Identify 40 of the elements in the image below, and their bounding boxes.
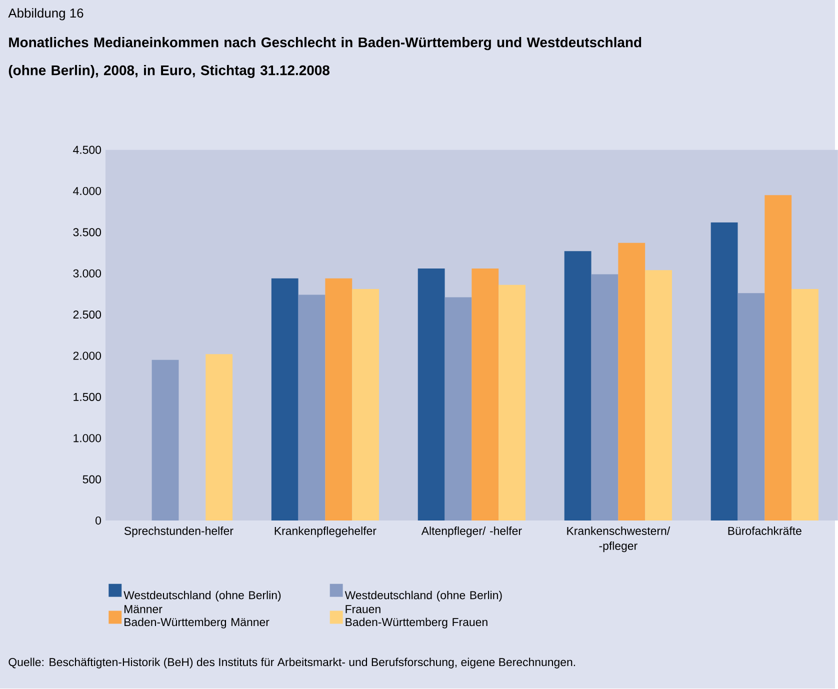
legend-label: Baden-Württemberg Frauen <box>346 618 488 629</box>
x-tick-label: Krankenpflegehelfer <box>274 526 376 538</box>
legend-label: Westdeutschland (ohne Berlin) Frauen <box>344 591 502 614</box>
bar <box>444 297 472 521</box>
bar <box>591 274 618 521</box>
bar <box>271 278 298 521</box>
bar <box>325 278 352 521</box>
bar <box>152 360 179 521</box>
source-note: Quelle: Beschäftigten-Historik (BeH) des Instituts für Arbeitsmarkt- und Berufsforschung, eigene Berechnungen. <box>8 658 576 669</box>
bar <box>498 285 526 521</box>
bar <box>564 251 592 521</box>
y-tick-label: 500 <box>82 475 102 484</box>
x-tick-label: Bürofachkräfte <box>728 526 802 536</box>
bar <box>618 243 646 521</box>
bar <box>298 295 326 521</box>
bar <box>645 270 672 521</box>
bar <box>738 293 765 521</box>
bar <box>792 289 818 521</box>
chart-title: Monatliches Medianeinkommen nach Geschlecht in Baden-Württemberg und Westdeutschland (ohne Berlin), 2008, in Euro, Stichtag 31.12.2008 <box>8 37 642 78</box>
bar <box>206 354 233 521</box>
bar <box>764 195 792 521</box>
legend-label: Westdeutschland (ohne Berlin) Männer <box>124 591 281 614</box>
x-tick-label: Altenpfleger/ -helfer <box>421 526 522 538</box>
y-tick-label: 1.000 <box>74 434 102 442</box>
text: Abbildung 16 <box>8 8 84 20</box>
bar <box>418 268 445 521</box>
bar <box>472 268 499 521</box>
y-tick-label: 3.500 <box>73 228 102 236</box>
y-tick-label: 1.500 <box>74 393 102 402</box>
x-tick-label: Sprechstunden-helfer <box>124 526 234 538</box>
y-tick-label: 4.500 <box>73 146 102 154</box>
y-tick-label: 3.000 <box>73 270 102 278</box>
x-tick-label: Krankenschwestern/ -pfleger <box>567 526 670 552</box>
y-tick-label: 4.000 <box>73 187 102 196</box>
y-tick-label: 0 <box>96 516 102 525</box>
bar <box>710 222 738 521</box>
y-tick-label: 2.500 <box>73 310 102 319</box>
bar <box>352 289 380 521</box>
legend-label: Baden-Württemberg Männer <box>124 618 270 629</box>
y-tick-label: 2.000 <box>73 352 102 360</box>
